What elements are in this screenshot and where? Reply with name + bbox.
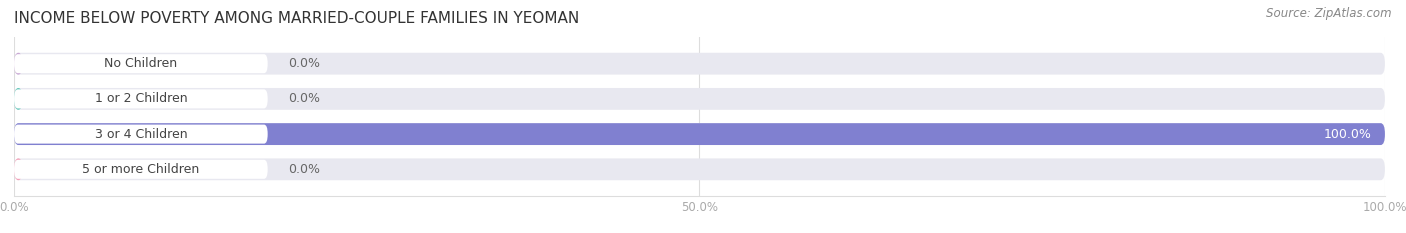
FancyBboxPatch shape: [14, 123, 1385, 145]
FancyBboxPatch shape: [14, 125, 267, 144]
FancyBboxPatch shape: [14, 160, 267, 179]
FancyBboxPatch shape: [14, 158, 22, 180]
Text: 3 or 4 Children: 3 or 4 Children: [94, 128, 187, 140]
Text: INCOME BELOW POVERTY AMONG MARRIED-COUPLE FAMILIES IN YEOMAN: INCOME BELOW POVERTY AMONG MARRIED-COUPL…: [14, 11, 579, 26]
FancyBboxPatch shape: [14, 123, 1385, 145]
Text: 100.0%: 100.0%: [1323, 128, 1371, 140]
Text: No Children: No Children: [104, 57, 177, 70]
FancyBboxPatch shape: [14, 88, 1385, 110]
Text: 0.0%: 0.0%: [288, 57, 321, 70]
Text: 0.0%: 0.0%: [288, 93, 321, 105]
Text: Source: ZipAtlas.com: Source: ZipAtlas.com: [1267, 7, 1392, 20]
FancyBboxPatch shape: [14, 53, 22, 75]
FancyBboxPatch shape: [14, 158, 1385, 180]
FancyBboxPatch shape: [14, 89, 267, 108]
Text: 0.0%: 0.0%: [288, 163, 321, 176]
Text: 1 or 2 Children: 1 or 2 Children: [94, 93, 187, 105]
FancyBboxPatch shape: [14, 53, 1385, 75]
FancyBboxPatch shape: [14, 54, 267, 73]
Text: 5 or more Children: 5 or more Children: [82, 163, 200, 176]
FancyBboxPatch shape: [14, 88, 22, 110]
